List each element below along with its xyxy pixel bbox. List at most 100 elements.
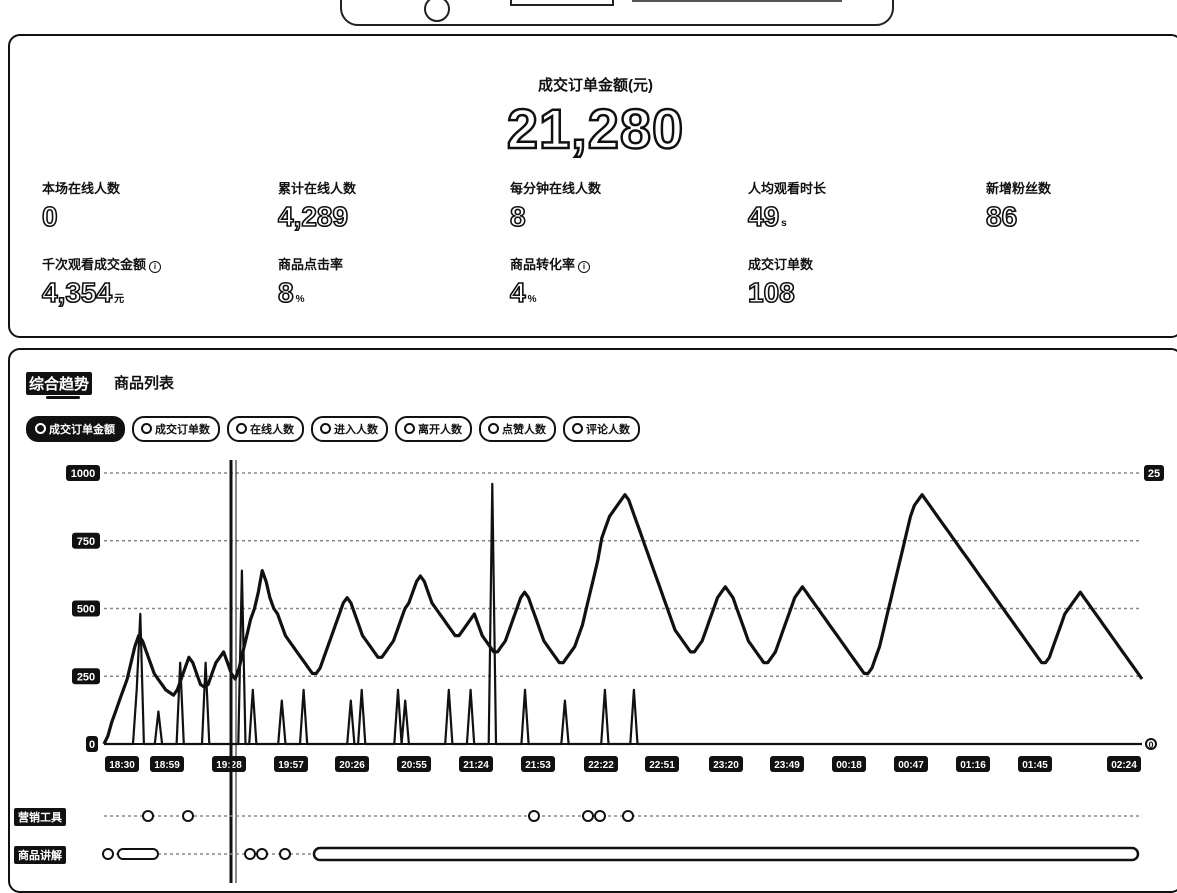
stat-item: 商品转化率 i 4% [509,254,710,309]
x-tick-label: 18:59 [154,760,180,771]
x-tick-badge [150,756,184,772]
x-tick-label: 19:57 [278,760,304,771]
x-tick-label: 00:18 [836,760,862,771]
x-tick-badge [894,756,928,772]
settings-icon[interactable] [424,0,450,22]
stat-item: 千次观看成交金额 i 4,354 元 [41,254,242,309]
top-control-bar [340,0,894,26]
x-tick-badge [397,756,431,772]
info-icon[interactable]: i [149,261,162,273]
x-tick-badge [584,756,618,772]
x-tick-badge [1107,756,1141,772]
stat-item: 成交订单数 108 [747,254,948,309]
x-tick-badge [709,756,743,772]
stat-value: 108 [747,276,795,309]
tab-overall-trend[interactable]: 综合趋势 [26,372,93,395]
stat-label: 千次观看成交金额 i [42,254,242,273]
metric-chip[interactable]: 离开人数 [395,416,472,442]
x-tick-badge [645,756,679,772]
stat-label: 每分钟在线人数 [510,181,602,196]
y-tick-badge [66,465,100,481]
x-tick-label: 21:24 [463,760,489,771]
stat-value: 8 [277,276,294,309]
stat-label: 累计在线人数 [278,181,357,196]
metric-chip[interactable]: 成交订单数 [132,416,220,442]
stat-label: 商品点击率 [278,257,344,272]
metric-chip[interactable]: 进入人数 [311,416,388,442]
stat-item: 商品点击率 8% [277,254,478,309]
gmv-value: 21,280 [506,96,685,162]
y-tick-badge [72,600,100,617]
stat-item: 人均观看时长 49 s [747,178,948,233]
metric-chip[interactable]: 成交订单金额 [26,416,125,442]
stat-unit: s [781,218,787,229]
explain-event-marker [256,848,268,860]
tool-event-marker [142,810,154,822]
x-tick-label: 01:16 [960,760,986,771]
row-label-product-explain: 商品讲解 [14,846,66,864]
x-tick-label: 23:20 [713,760,739,771]
x-tick-badge [521,756,555,772]
series-line-primary [102,493,1144,745]
top-input-field[interactable] [510,0,614,6]
stat-label: 人均观看时长 [748,181,827,196]
stat-item: 本场在线人数 0 [41,178,242,233]
y-tick-badge [86,736,98,752]
stat-label: 新增粉丝数 [986,181,1052,196]
tab-product-list[interactable]: 商品列表 [114,375,175,392]
metric-chip-group: 成交订单金额 成交订单数 在线人数 进入人数 离开人数 点赞人数 评论人数 [26,416,647,442]
series-line-secondary [104,482,1142,746]
y-tick-label: 1000 [71,468,95,480]
stat-value: 4 [509,276,526,309]
stat-value: 4,289 [277,200,349,233]
x-tick-label: 18:30 [109,760,135,771]
metric-chip[interactable]: 点赞人数 [479,416,556,442]
x-tick-badge [956,756,990,772]
stat-item: 累计在线人数 4,289 [277,178,478,233]
y2-tick-badge [1144,465,1164,481]
x-tick-label: 20:55 [401,760,427,771]
chip-radio-icon [404,423,415,434]
x-tick-label: 00:47 [898,760,924,771]
explain-event-marker [279,848,291,860]
stat-value: 4,354 [41,276,113,309]
tool-event-marker [182,810,194,822]
explain-segment-bar [117,848,159,860]
y-tick-badge [72,668,100,685]
top-text-line [632,0,842,2]
stat-unit: 元 [114,294,125,305]
x-tick-badge [832,756,866,772]
stat-value: 49 [747,200,780,233]
chip-radio-icon [35,423,46,434]
y-tick-badge [72,532,100,549]
x-tick-badge [770,756,804,772]
y2-tick-label: 0 [1148,740,1153,750]
active-tab-indicator [46,396,80,399]
y-tick-label: 0 [89,739,95,751]
stat-value: 8 [509,200,526,233]
chip-radio-icon [141,423,152,434]
x-tick-label: 01:45 [1022,760,1048,771]
gmv-label: 成交订单金额(元) [538,77,653,94]
chip-radio-icon [572,423,583,434]
x-tick-label: 20:26 [339,760,365,771]
info-icon[interactable]: i [578,261,591,273]
x-tick-label: 22:22 [588,760,614,771]
chip-radio-icon [236,423,247,434]
metric-chip[interactable]: 评论人数 [563,416,640,442]
x-tick-badge [1018,756,1052,772]
tool-event-marker [594,810,606,822]
tool-event-marker [622,810,634,822]
metric-chip[interactable]: 在线人数 [227,416,304,442]
x-tick-badge [274,756,308,772]
y-tick-label: 500 [77,604,95,616]
y2-tick-label: 25 [1148,468,1160,480]
stat-item: 每分钟在线人数 8 [509,178,710,233]
x-tick-label: 21:53 [525,760,551,771]
trend-panel: 综合趋势 商品列表 成交订单金额 成交订单数 在线人数 进入人数 离开人数 点赞人数 评论人… [8,348,1177,893]
explain-event-marker [244,848,256,860]
x-tick-badge [212,756,246,772]
x-tick-badge [105,756,139,772]
tool-event-marker [528,810,540,822]
